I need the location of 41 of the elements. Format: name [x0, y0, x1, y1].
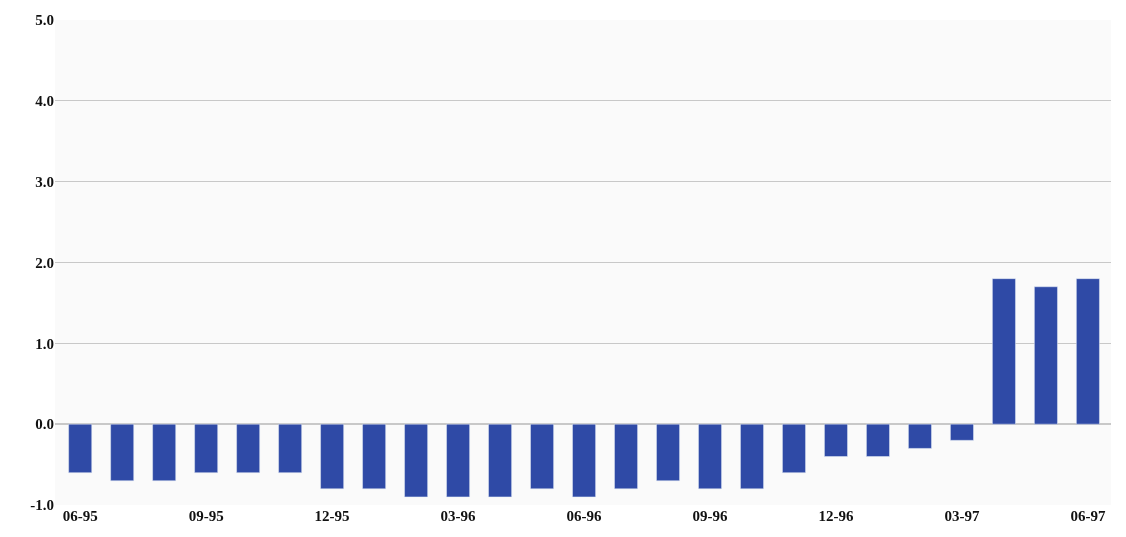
- bar: [404, 423, 428, 498]
- bar: [782, 423, 806, 473]
- x-tick-label: 06-95: [62, 508, 98, 524]
- y-tick-label: 3.0: [35, 173, 54, 190]
- bar: [152, 423, 176, 481]
- x-tick-label: 06-97: [1070, 508, 1106, 524]
- x-tick-label: 12-96: [818, 508, 854, 524]
- bar: [1076, 278, 1100, 425]
- bar: [110, 423, 134, 481]
- bar: [68, 423, 92, 473]
- bar: [446, 423, 470, 498]
- x-tick-label: 09-96: [692, 508, 729, 524]
- bar: [488, 423, 512, 498]
- bar: [740, 423, 764, 490]
- bar: [656, 423, 680, 481]
- bar: [278, 423, 302, 473]
- bar: [908, 423, 932, 449]
- y-tick-label: 2.0: [35, 254, 54, 271]
- bar: [866, 423, 890, 457]
- bar: [236, 423, 260, 473]
- bar: [572, 423, 596, 498]
- bar: [530, 423, 554, 490]
- bar: [614, 423, 638, 490]
- y-tick-label: 1.0: [35, 335, 54, 352]
- y-tick-label: 5.0: [35, 12, 54, 29]
- x-tick-label: 06-96: [566, 508, 603, 524]
- x-tick-label: 12-95: [314, 508, 350, 524]
- y-tick-label: 4.0: [35, 93, 54, 110]
- bar: [698, 423, 722, 490]
- bar: [824, 423, 848, 457]
- x-tick-label: 03-96: [440, 508, 477, 524]
- y-tick-label: -1.0: [30, 497, 54, 514]
- x-tick-label: 03-97: [944, 508, 980, 524]
- bar: [992, 278, 1016, 425]
- bar: [1034, 286, 1058, 425]
- x-tick-label: 09-95: [188, 508, 224, 524]
- y-tick-label: 0.0: [35, 416, 54, 433]
- bar: [362, 423, 386, 490]
- bar: [320, 423, 344, 490]
- bar: [950, 423, 974, 441]
- bar: [194, 423, 218, 473]
